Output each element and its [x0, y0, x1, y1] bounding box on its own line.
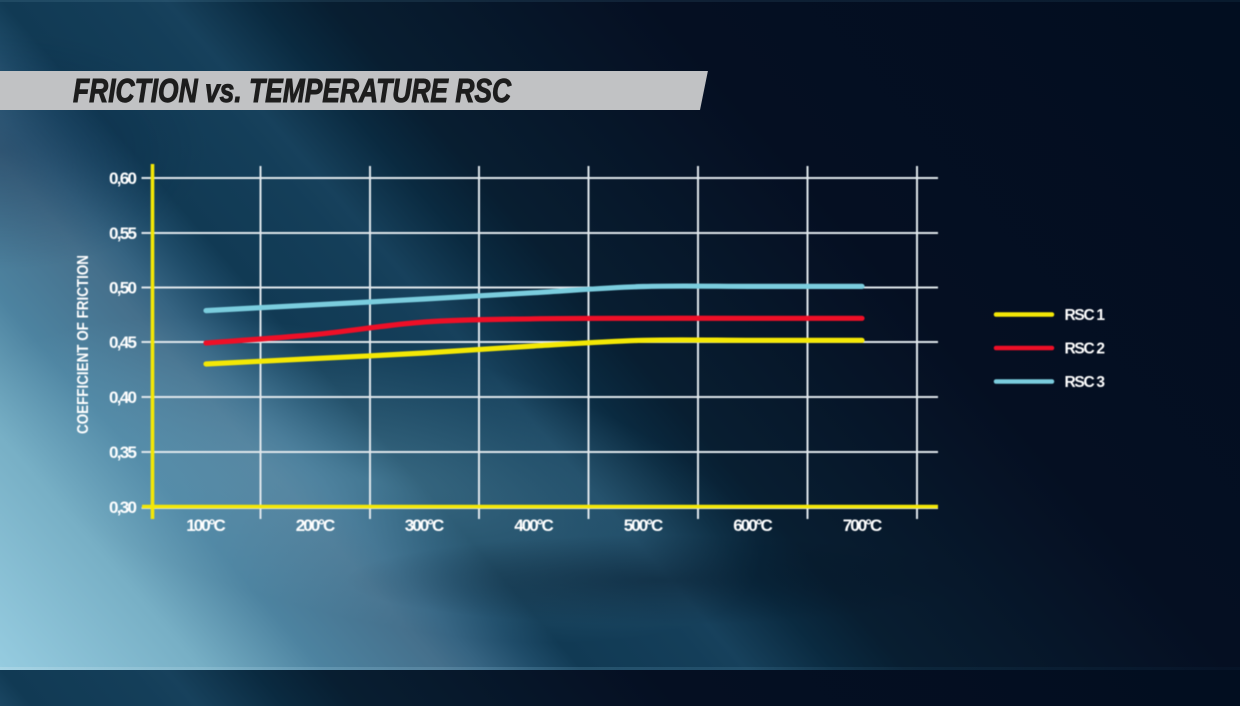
svg-text:0,35: 0,35	[109, 443, 137, 462]
svg-text:600°C: 600°C	[733, 516, 773, 535]
svg-text:700°C: 700°C	[843, 516, 883, 535]
svg-text:0,55: 0,55	[109, 224, 137, 243]
svg-text:COEFFICIENT OF FRICTION: COEFFICIENT OF FRICTION	[75, 255, 92, 434]
svg-text:0,50: 0,50	[109, 279, 137, 298]
svg-text:0,45: 0,45	[109, 333, 137, 352]
svg-text:0,60: 0,60	[109, 169, 137, 188]
svg-text:400°C: 400°C	[514, 516, 554, 535]
svg-text:100°C: 100°C	[186, 516, 226, 535]
svg-text:300°C: 300°C	[405, 516, 445, 535]
svg-text:0,30: 0,30	[109, 498, 137, 517]
svg-text:0,40: 0,40	[109, 388, 137, 407]
svg-text:RSC 1: RSC 1	[1065, 307, 1106, 324]
svg-text:RSC 2: RSC 2	[1065, 341, 1106, 358]
svg-text:500°C: 500°C	[624, 516, 664, 535]
svg-text:200°C: 200°C	[296, 516, 336, 535]
svg-text:RSC 3: RSC 3	[1065, 374, 1106, 391]
